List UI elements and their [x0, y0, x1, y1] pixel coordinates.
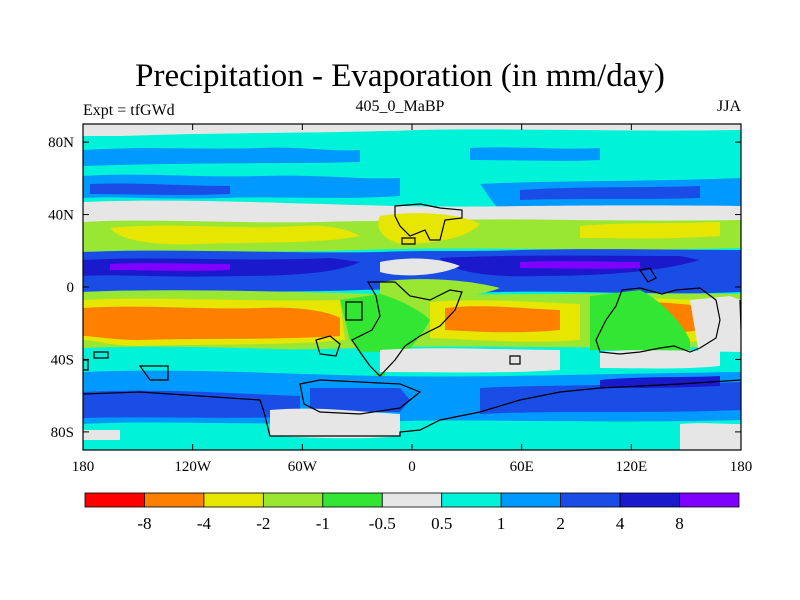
colorbar-swatch [84, 492, 145, 508]
colorbar-swatch [619, 492, 680, 508]
lat-tick-label: 80N [48, 135, 74, 151]
lat-tick-label: 40S [51, 352, 74, 368]
colorbar-label: -8 [137, 514, 151, 533]
lon-tick-label: 0 [408, 459, 416, 475]
colorbar-swatch [262, 492, 324, 508]
pe-field [83, 124, 741, 450]
lat-tick-label: 0 [67, 280, 75, 296]
time-label: 405_0_MaBP [355, 98, 445, 115]
colorbar-label: 1 [497, 514, 506, 533]
map-title: Precipitation - Evaporation (in mm/day) [135, 58, 665, 94]
colorbar-swatch [560, 492, 621, 508]
colorbar-swatch [441, 492, 502, 508]
colorbar-swatch [381, 492, 443, 508]
colorbar-swatch [203, 492, 264, 508]
lon-tick-label: 180 [730, 459, 753, 475]
lon-tick-label: 60W [288, 459, 318, 475]
colorbar-swatch [144, 492, 205, 508]
colorbar-swatch [322, 492, 383, 508]
colorbar-label: 8 [675, 514, 684, 533]
colorbar: -8 -4 -2 -1 -0.5 0.5 1 2 4 8 [84, 492, 740, 533]
longitude-axis: 180 120W 60W 0 60E 120E 180 [72, 124, 753, 475]
lon-tick-label: 120E [615, 459, 647, 475]
colorbar-label: 0.5 [431, 514, 452, 533]
lon-tick-label: 180 [72, 459, 95, 475]
coastline-outlines [83, 203, 741, 437]
colorbar-label: -0.5 [369, 514, 396, 533]
colorbar-label: 4 [616, 514, 625, 533]
lat-tick-label: 40N [48, 208, 74, 224]
colorbar-swatch [500, 492, 562, 508]
colorbar-label: 2 [556, 514, 565, 533]
colorbar-swatch [679, 492, 740, 508]
colorbar-label: -2 [256, 514, 270, 533]
latitude-axis: 80N 40N 0 40S 80S [48, 135, 741, 441]
lat-tick-label: 80S [51, 425, 74, 441]
colorbar-label: -4 [197, 514, 212, 533]
experiment-label: Expt = tfGWd [83, 102, 175, 119]
lon-tick-label: 120W [174, 459, 212, 475]
colorbar-label: -1 [316, 514, 330, 533]
season-label: JJA [716, 98, 741, 115]
lon-tick-label: 60E [510, 459, 534, 475]
